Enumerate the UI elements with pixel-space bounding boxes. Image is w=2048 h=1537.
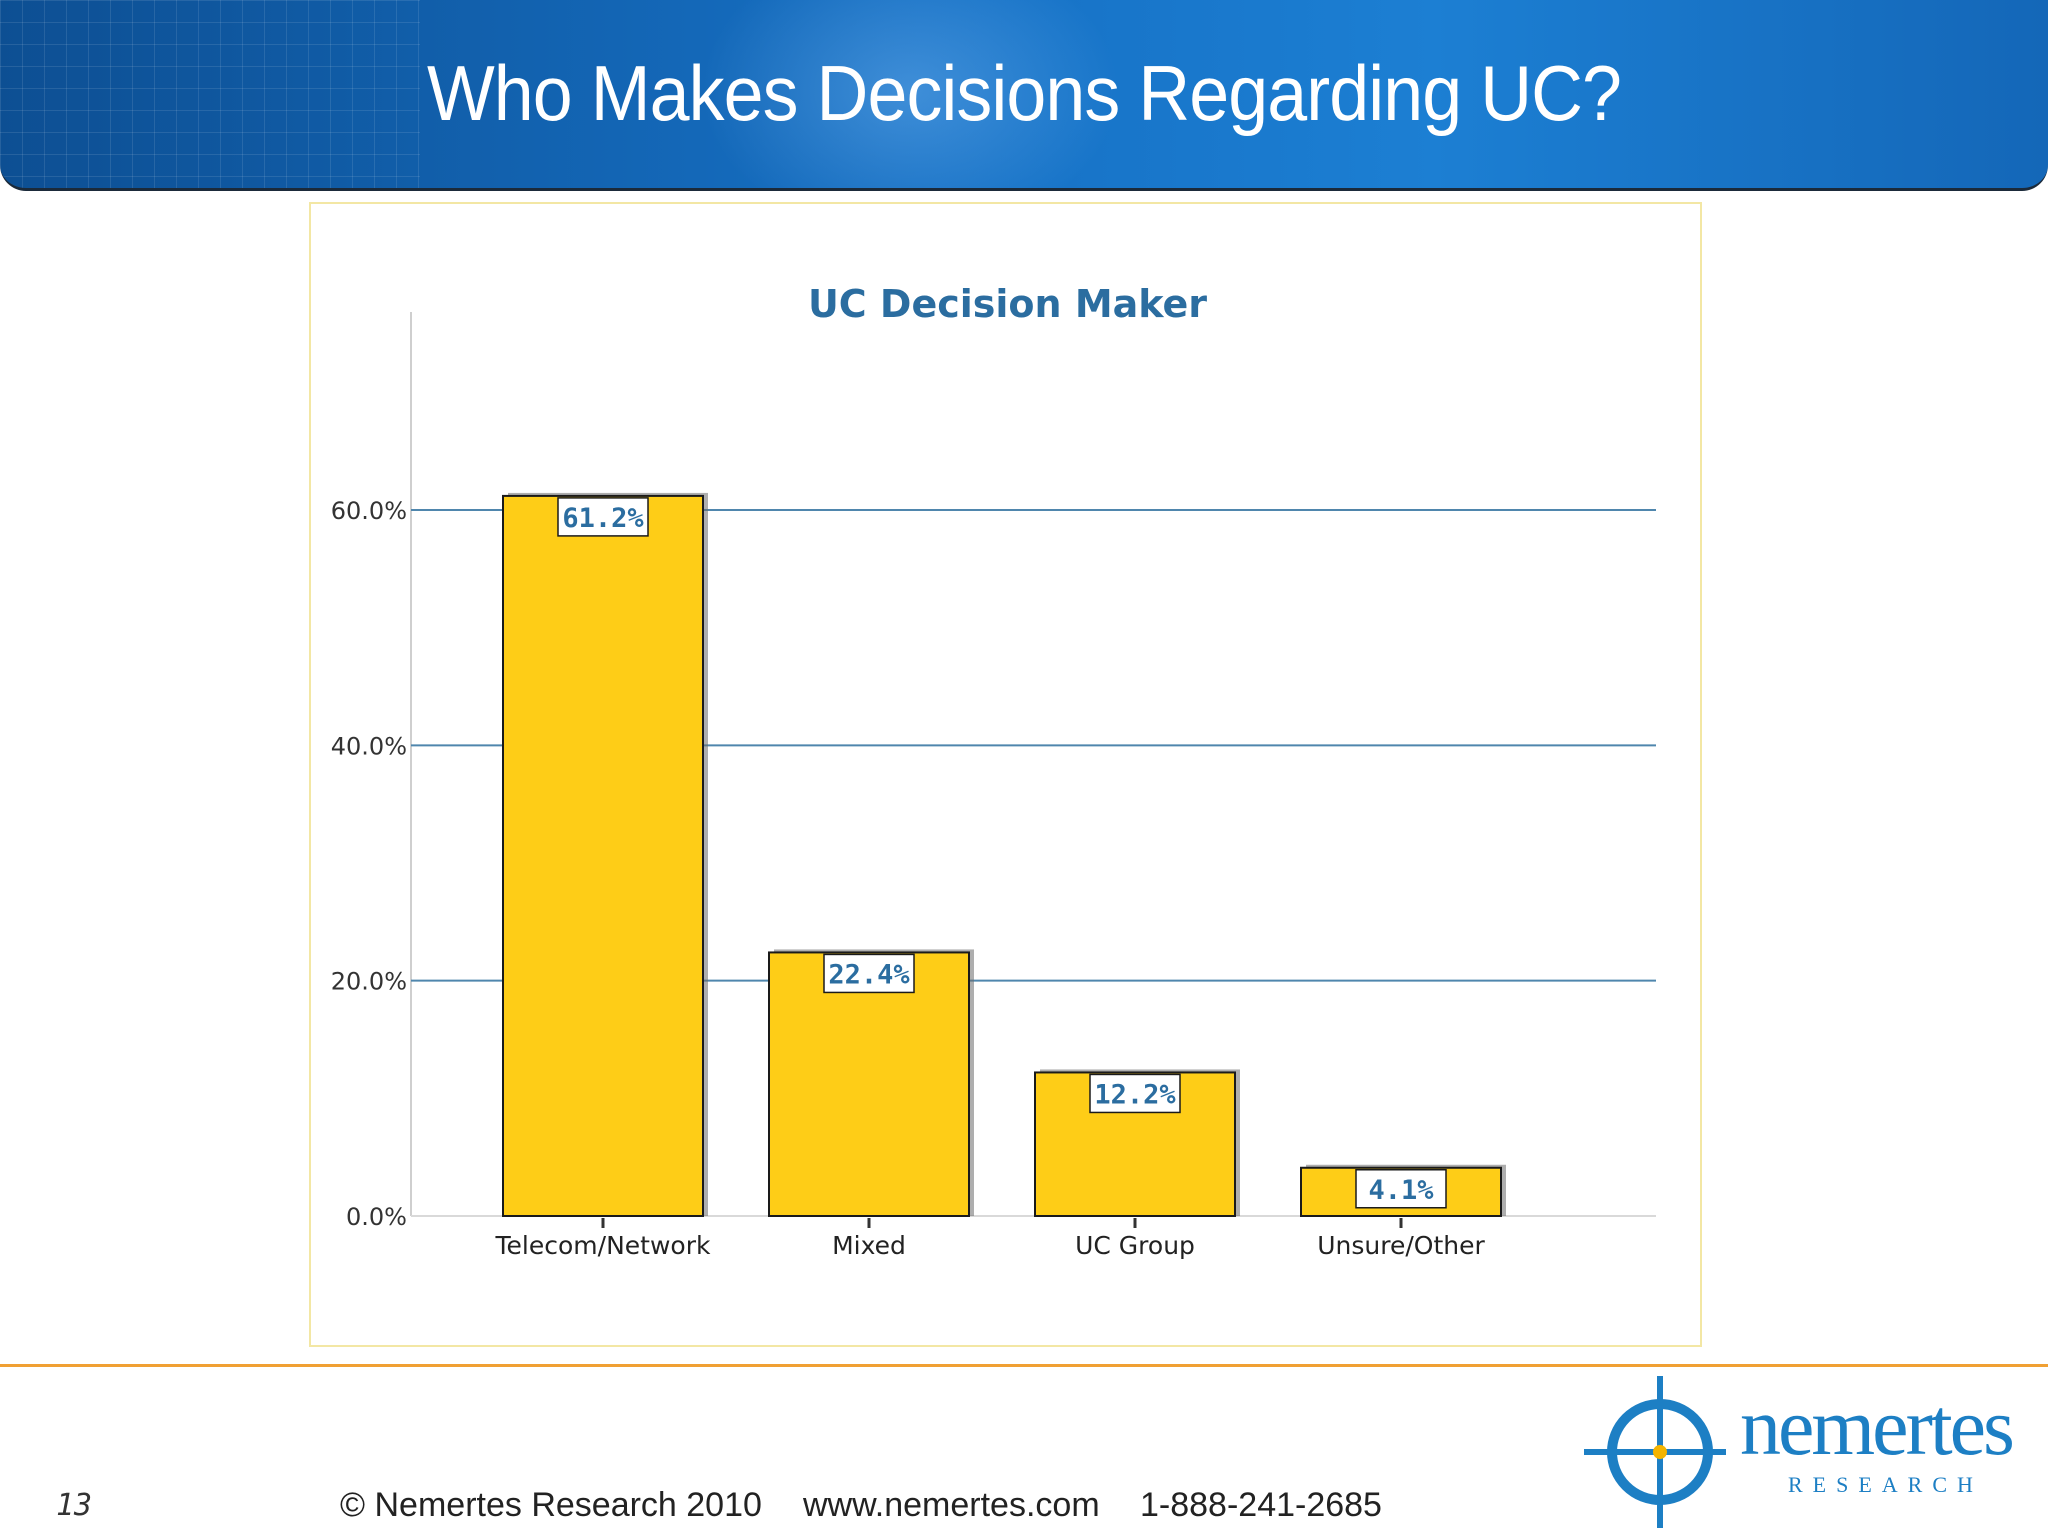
data-label-box <box>1089 1073 1181 1114</box>
x-tick-label: Telecom/Network <box>495 1231 711 1260</box>
data-label: 4.1% <box>1368 1175 1434 1206</box>
slide-title: Who Makes Decisions Regarding UC? <box>426 49 1622 137</box>
title-banner: Who Makes Decisions Regarding UC? <box>0 0 2048 191</box>
logo-tagline: RESEARCH <box>1788 1472 1983 1497</box>
banner-grid-pattern <box>0 0 420 188</box>
y-tick-label: 40.0% <box>331 732 407 760</box>
bar <box>768 951 970 1217</box>
y-tick-label: 0.0% <box>346 1203 407 1231</box>
data-label-box <box>1355 1169 1447 1209</box>
data-label: 61.2% <box>562 503 644 534</box>
footer-phone: 1-888-241-2685 <box>1140 1486 1382 1524</box>
banner-glow <box>700 0 1120 188</box>
logo-wordmark: nemertes <box>1740 1381 2015 1472</box>
footer-divider <box>0 1364 2048 1367</box>
compass-logo-icon <box>1584 1376 1726 1528</box>
footer-website: www.nemertes.com <box>803 1486 1100 1524</box>
bar-chart: 0.0% 20.0% 40.0% 60.0% 61.2% Telecom/Network 2… <box>331 312 1656 1260</box>
page-number: 13 <box>56 1488 93 1523</box>
chart-title: UC Decision Maker <box>807 282 1208 326</box>
y-tick-label: 60.0% <box>331 497 407 525</box>
data-label: 12.2% <box>1094 1079 1176 1110</box>
x-tick-label: Mixed <box>832 1231 906 1260</box>
footer-copyright: © Nemertes Research 2010 <box>340 1486 762 1524</box>
data-label-box <box>557 497 649 537</box>
x-tick-label: UC Group <box>1075 1231 1195 1260</box>
data-label: 22.4% <box>828 959 910 990</box>
y-tick-label: 20.0% <box>331 968 407 996</box>
x-tick-label: Unsure/Other <box>1317 1231 1485 1260</box>
chart-frame: UC Decision Maker 0.0% 20.0% 40.0% 60.0% 61.… <box>309 202 1702 1347</box>
data-label-box <box>823 953 915 994</box>
nemertes-logo: nemertes RESEARCH <box>1580 1372 2020 1532</box>
bar <box>502 494 704 1217</box>
